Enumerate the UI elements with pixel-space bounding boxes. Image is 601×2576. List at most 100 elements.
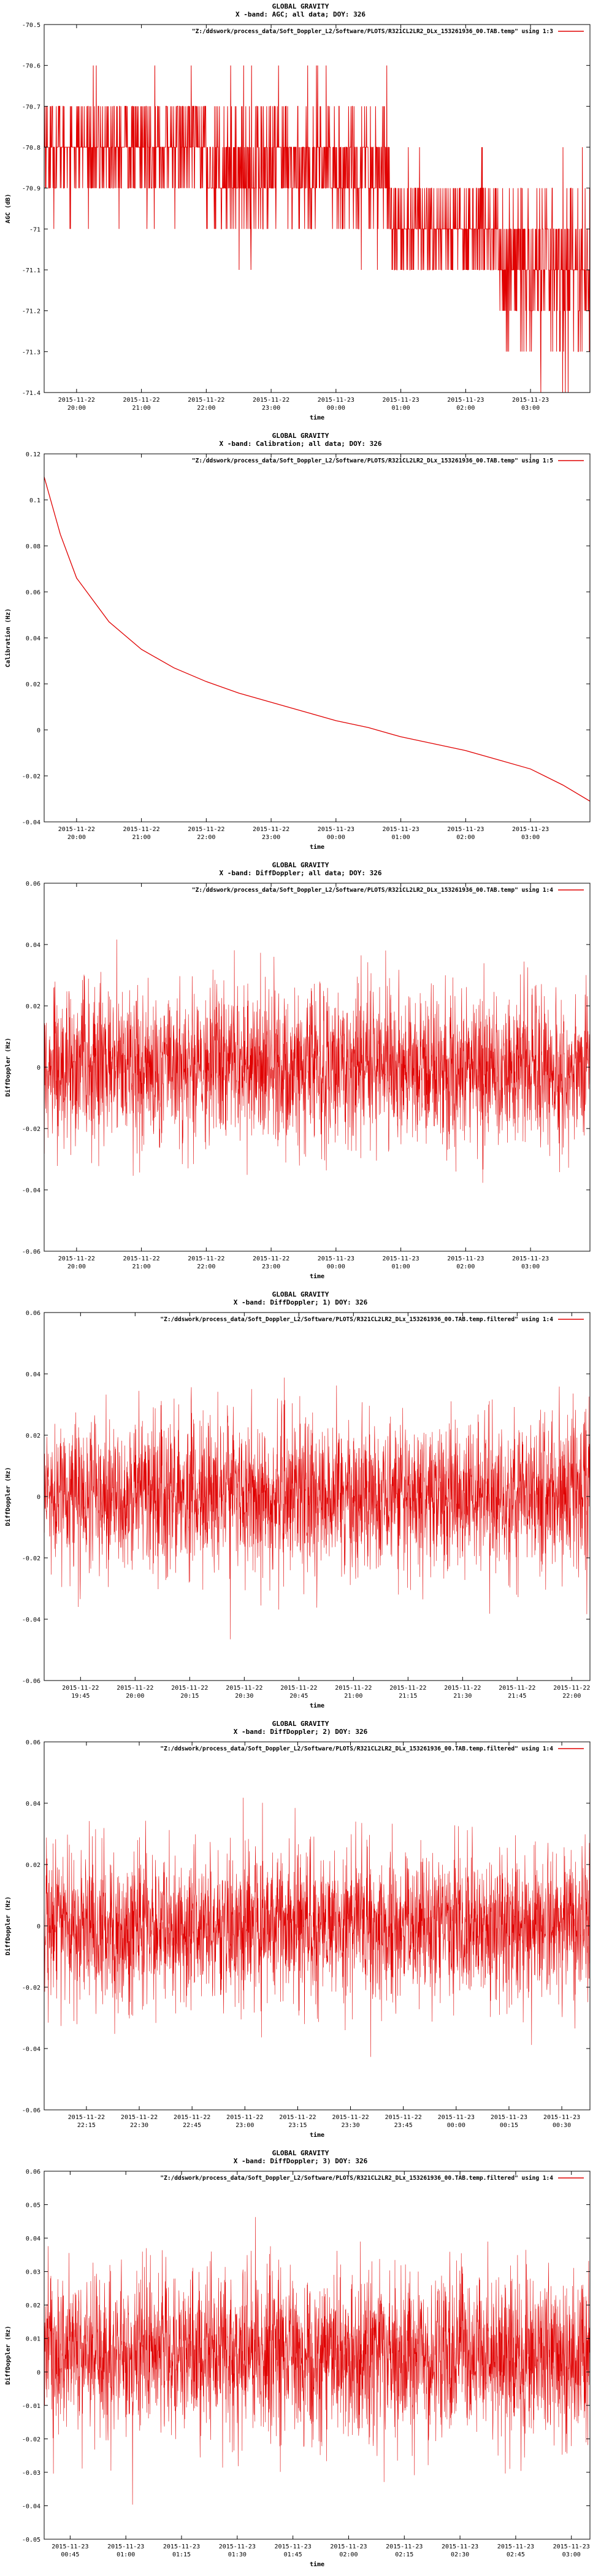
y-tick-label: -0.06 [22,1678,40,1685]
x-axis-label: time [310,414,324,421]
x-tick-label-date: 2015-11-22 [499,1685,535,1692]
x-tick-label-time: 23:00 [262,834,280,841]
x-tick-label-date: 2015-11-23 [318,826,354,833]
x-tick-label-date: 2015-11-22 [123,397,160,404]
x-tick-label-time: 01:00 [392,1263,410,1270]
series-line [44,1378,590,1639]
x-tick-label-date: 2015-11-22 [253,826,289,833]
x-tick-label-date: 2015-11-23 [543,2114,580,2121]
x-tick-label-time: 21:15 [399,1693,417,1700]
plot-frame [44,453,591,822]
y-tick-label: -70.5 [22,22,40,29]
y-tick-label: -70.6 [22,63,40,70]
x-tick-label-time: 02:00 [339,2551,358,2558]
x-tick-label-date: 2015-11-23 [219,2543,256,2550]
x-tick-label-time: 20:00 [67,405,86,412]
chart-title: GLOBAL GRAVITY [272,861,329,869]
x-tick-label-date: 2015-11-22 [253,397,289,404]
y-tick-label: 0.06 [26,589,40,596]
x-tick-label-time: 00:00 [447,2122,465,2129]
y-tick-label: 0.01 [26,2336,40,2343]
series-group [44,2217,590,2505]
series-line [44,477,590,802]
y-tick-label: 0.06 [26,1739,40,1746]
x-axis-label: time [310,1702,324,1709]
x-tick-label-date: 2015-11-22 [279,2114,316,2121]
x-tick-label-time: 23:45 [394,2122,413,2129]
y-tick-label: 0.02 [26,681,40,688]
y-tick-label: 0 [37,1923,40,1930]
x-tick-label-date: 2015-11-22 [123,1255,160,1262]
chart-subtitle: X -band: Calibration; all data; DOY: 326 [220,440,382,448]
y-tick-label: -0.04 [22,819,40,826]
series-group [44,477,590,802]
legend-label: "Z:/ddswork/process_data/Soft_Doppler_L2… [160,2175,553,2182]
chart-panel-3: GLOBAL GRAVITY X -band: DiffDoppler; all … [0,859,601,1288]
x-tick-label-time: 23:15 [288,2122,307,2129]
x-tick-label-time: 03:00 [521,405,540,412]
x-tick-label-time: 21:00 [132,405,151,412]
y-tick-label: -0.03 [22,2470,40,2477]
x-axis-label: time [310,2131,324,2139]
x-tick-label-time: 19:45 [71,1693,90,1700]
x-tick-label-time: 02:00 [456,1263,475,1270]
y-tick-label: -0.06 [22,1249,40,1255]
chart-panel-1: GLOBAL GRAVITY X -band: AGC; all data; DO… [0,0,601,429]
series-line [44,939,590,1183]
y-tick-label: 0.12 [26,451,40,458]
legend-label: "Z:/ddswork/process_data/Soft_Doppler_L2… [192,887,553,894]
x-tick-label-time: 21:00 [132,834,151,841]
y-tick-label: 0 [37,1065,40,1071]
series-line [44,65,590,393]
series-line [44,2217,590,2505]
x-tick-label-date: 2015-11-23 [447,1255,484,1262]
x-tick-label-date: 2015-11-22 [553,1685,590,1692]
series-group [44,939,590,1183]
chart-title: GLOBAL GRAVITY [272,432,329,440]
y-axis-label: DiffDoppler (Hz) [4,2326,12,2385]
chart-subtitle: X -band: DiffDoppler; all data; DOY: 326 [220,869,382,877]
y-tick-label: -0.04 [22,2046,40,2053]
x-tick-label-date: 2015-11-22 [174,2114,210,2121]
x-tick-label-time: 21:30 [453,1693,472,1700]
y-axis-label: AGC (dB) [5,194,12,223]
legend-label: "Z:/ddswork/process_data/Soft_Doppler_L2… [192,458,553,464]
x-tick-label-time: 03:00 [521,834,540,841]
chart-title: GLOBAL GRAVITY [272,2,329,10]
y-tick-label: 0.02 [26,1862,40,1869]
x-tick-label-date: 2015-11-23 [275,2543,312,2550]
x-tick-label-date: 2015-11-22 [188,397,224,404]
y-tick-label: 0.02 [26,1433,40,1439]
chart-title: GLOBAL GRAVITY [272,1290,329,1298]
x-tick-label-date: 2015-11-22 [444,1685,481,1692]
x-tick-label-date: 2015-11-22 [62,1685,99,1692]
legend-label: "Z:/ddswork/process_data/Soft_Doppler_L2… [160,1746,553,1752]
x-tick-label-time: 01:00 [117,2551,135,2558]
series-line [44,1798,590,2057]
y-tick-label: -0.02 [22,1985,40,1991]
y-tick-label: -0.06 [22,2107,40,2114]
x-tick-label-date: 2015-11-23 [318,1255,354,1262]
x-tick-label-date: 2015-11-23 [497,2543,534,2550]
y-tick-label: 0.03 [26,2269,40,2276]
x-tick-label-date: 2015-11-22 [188,826,224,833]
x-tick-label-date: 2015-11-23 [512,826,549,833]
x-tick-label-date: 2015-11-22 [121,2114,158,2121]
x-tick-label-time: 01:45 [284,2551,302,2558]
x-tick-label-date: 2015-11-22 [58,397,95,404]
x-tick-label-time: 20:15 [180,1693,199,1700]
x-tick-label-date: 2015-11-23 [107,2543,144,2550]
y-axis-label: Calibration (Hz) [4,608,12,667]
x-tick-label-time: 02:45 [507,2551,525,2558]
x-tick-label-time: 03:00 [562,2551,581,2558]
y-axis-label: DiffDoppler (Hz) [4,1896,12,1955]
x-tick-label-date: 2015-11-22 [123,826,160,833]
x-tick-label-time: 23:30 [341,2122,359,2129]
x-tick-label-date: 2015-11-23 [382,1255,419,1262]
x-tick-label-time: 00:00 [327,1263,345,1270]
x-tick-label-date: 2015-11-23 [386,2543,423,2550]
x-tick-label-date: 2015-11-23 [438,2114,475,2121]
legend-label: "Z:/ddswork/process_data/Soft_Doppler_L2… [192,28,553,35]
